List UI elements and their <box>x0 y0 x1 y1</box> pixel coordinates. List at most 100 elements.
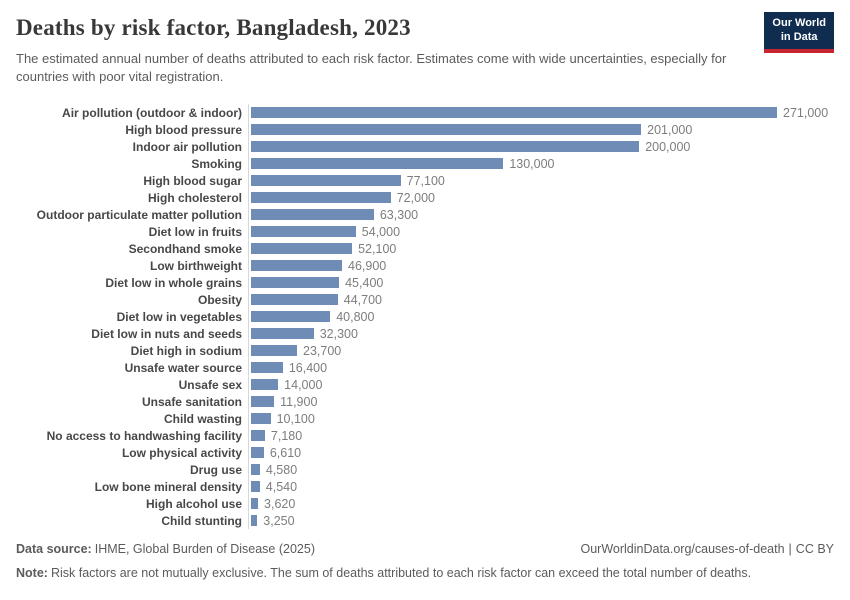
bar[interactable] <box>251 515 258 527</box>
value-label: 40,800 <box>336 309 375 324</box>
category-label: Low bone mineral density <box>94 479 242 494</box>
chart-header: Deaths by risk factor, Bangladesh, 2023 … <box>16 12 834 87</box>
value-label: 7,180 <box>270 428 303 443</box>
bar-area: 6,610 <box>248 444 834 462</box>
bar[interactable] <box>251 107 777 119</box>
data-source-text: IHME, Global Burden of Disease (2025) <box>94 542 315 557</box>
bar-area: 40,800 <box>248 308 834 326</box>
owid-logo-line1: Our World <box>772 17 826 29</box>
chart-row: Unsafe water source 16,400 <box>16 359 834 377</box>
category-label: Drug use <box>189 462 242 477</box>
note: Note: Risk factors are not mutually exclu… <box>16 565 834 581</box>
value-label: 72,000 <box>396 190 435 205</box>
value-label: 77,100 <box>406 173 445 188</box>
bar-area: 4,540 <box>248 478 834 496</box>
bar[interactable] <box>251 311 331 323</box>
value-label: 3,250 <box>263 513 295 528</box>
chart-row: Diet low in whole grains 45,400 <box>16 274 834 292</box>
chart-row: Diet low in nuts and seeds 32,300 <box>16 325 834 343</box>
owid-logo[interactable]: Our World in Data <box>764 12 834 53</box>
category-label: No access to handwashing facility <box>46 428 242 443</box>
category-label: Unsafe sanitation <box>141 394 242 409</box>
category-label: Smoking <box>191 156 242 171</box>
bar-area: 3,250 <box>248 512 834 530</box>
bar[interactable] <box>251 158 504 170</box>
value-label: 11,900 <box>280 394 318 409</box>
category-label: Diet high in sodium <box>130 343 242 358</box>
bar[interactable] <box>251 328 314 340</box>
note-label: Note: <box>16 565 48 580</box>
chart-row: Outdoor particulate matter pollution 63,3… <box>16 206 834 224</box>
category-label: Diet low in nuts and seeds <box>91 326 242 341</box>
chart-row: Indoor air pollution 200,000 <box>16 138 834 156</box>
note-text: Risk factors are not mutually exclusive.… <box>50 565 752 580</box>
category-label: High cholesterol <box>147 190 242 205</box>
bar-area: 23,700 <box>248 342 834 360</box>
chart-row: Secondhand smoke 52,100 <box>16 240 834 258</box>
chart-subtitle: The estimated annual number of deaths at… <box>16 50 727 85</box>
category-label: Unsafe sex <box>178 377 242 392</box>
category-label: High blood sugar <box>143 173 242 188</box>
bar[interactable] <box>251 396 275 408</box>
bar[interactable] <box>251 447 264 459</box>
chart-footer: Data source: IHME, Global Burden of Disea… <box>16 541 834 581</box>
value-label: 14,000 <box>284 377 323 392</box>
chart-row: High blood sugar 77,100 <box>16 172 834 190</box>
bar[interactable] <box>251 294 338 306</box>
value-label: 32,300 <box>319 326 358 341</box>
bar[interactable] <box>251 345 297 357</box>
bar[interactable] <box>251 192 391 204</box>
bar[interactable] <box>251 379 279 391</box>
value-label: 23,700 <box>303 343 342 358</box>
bar-area: 130,000 <box>248 155 834 173</box>
bar[interactable] <box>251 498 259 510</box>
category-label: Diet low in fruits <box>148 224 242 239</box>
bar[interactable] <box>251 226 356 238</box>
chart-row: Low bone mineral density 4,540 <box>16 478 834 496</box>
chart-row: Obesity 44,700 <box>16 291 834 309</box>
category-label: Unsafe water source <box>124 360 242 375</box>
chart-row: Low birthweight 46,900 <box>16 257 834 275</box>
bar-area: 63,300 <box>248 206 834 224</box>
bar[interactable] <box>251 124 642 136</box>
value-label: 130,000 <box>509 156 555 171</box>
bar[interactable] <box>251 243 353 255</box>
category-label: Child stunting <box>161 513 242 528</box>
chart-row: Unsafe sanitation 11,900 <box>16 393 834 411</box>
data-source-label: Data source: <box>16 542 92 557</box>
bar[interactable] <box>251 209 374 221</box>
category-label: Low physical activity <box>121 445 242 460</box>
bar[interactable] <box>251 260 343 272</box>
license-label: CC BY <box>795 542 834 557</box>
bar-area: 45,400 <box>248 274 834 292</box>
value-label: 6,610 <box>269 445 302 460</box>
bar[interactable] <box>251 175 401 187</box>
chart-row: Smoking 130,000 <box>16 155 834 173</box>
page-title: Deaths by risk factor, Bangladesh, 2023 <box>16 15 411 40</box>
credit-separator: | <box>788 542 792 557</box>
bar-area: 4,580 <box>248 461 834 479</box>
bar-area: 77,100 <box>248 172 834 190</box>
value-label: 4,580 <box>265 462 298 477</box>
bar-area: 7,180 <box>248 427 834 445</box>
category-label: Obesity <box>197 292 242 307</box>
data-source: Data source: IHME, Global Burden of Disea… <box>16 541 315 557</box>
category-label: High blood pressure <box>125 122 242 137</box>
bar[interactable] <box>251 464 260 476</box>
category-label: Child wasting <box>164 411 242 426</box>
chart-row: Low physical activity 6,610 <box>16 444 834 462</box>
bar[interactable] <box>251 141 640 153</box>
bar-area: 52,100 <box>248 240 834 258</box>
chart-row: Drug use 4,580 <box>16 461 834 479</box>
bar[interactable] <box>251 430 265 442</box>
bar-area: 201,000 <box>248 121 834 139</box>
chart-row: Child stunting 3,250 <box>16 512 834 530</box>
bar[interactable] <box>251 277 340 289</box>
bar[interactable] <box>251 413 271 425</box>
bar-area: 46,900 <box>248 257 834 275</box>
bar[interactable] <box>251 362 283 374</box>
owid-article-link[interactable]: OurWorldinData.org/causes-of-death <box>580 542 785 557</box>
value-label: 201,000 <box>647 122 693 137</box>
bar[interactable] <box>251 481 260 493</box>
